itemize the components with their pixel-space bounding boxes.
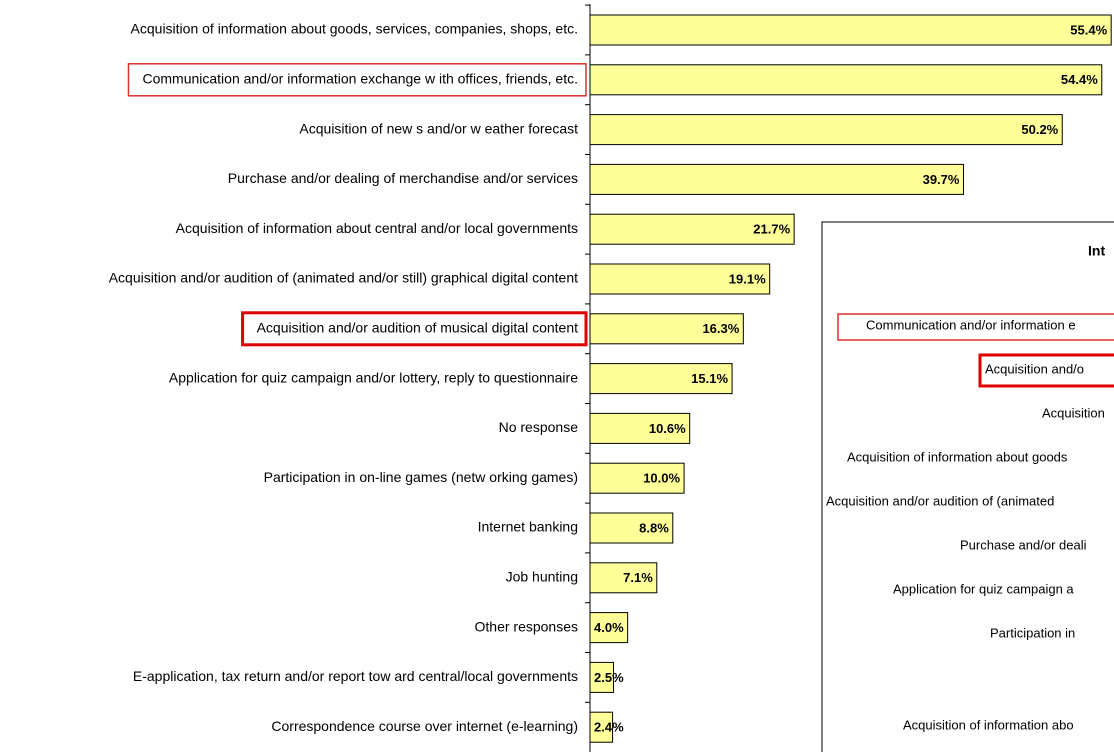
y-tick-label: Acquisition and/or audition of (animated… bbox=[109, 270, 578, 286]
bar bbox=[589, 64, 1103, 96]
y-tick-label: Acquisition of information about goods, … bbox=[131, 21, 578, 37]
highlight-box bbox=[978, 353, 1114, 388]
y-tick-label: E-application, tax return and/or report … bbox=[133, 668, 578, 684]
data-label: 4.0% bbox=[594, 620, 624, 635]
data-label: 39.7% bbox=[923, 172, 960, 187]
y-tick-label: No response bbox=[499, 419, 579, 435]
bar bbox=[589, 462, 685, 494]
inset-label: Purchase and/or deali bbox=[960, 537, 1087, 552]
data-label: 50.2% bbox=[1021, 122, 1058, 137]
y-tick-label: Purchase and/or dealing of merchandise a… bbox=[228, 170, 578, 186]
data-label: 15.1% bbox=[691, 371, 728, 386]
inset-label: Acquisition of information about goods bbox=[847, 449, 1068, 464]
data-label: 8.8% bbox=[639, 520, 669, 535]
y-tick-label: Acquisition of new s and/or w eather for… bbox=[299, 120, 578, 136]
bar bbox=[589, 612, 629, 644]
data-label: 10.0% bbox=[643, 471, 680, 486]
y-tick-label: Acquisition and/or audition of musical d… bbox=[257, 320, 579, 336]
bar bbox=[589, 213, 795, 245]
y-tick-label: Application for quiz campaign and/or lot… bbox=[169, 369, 578, 385]
inset-label: Participation in bbox=[990, 625, 1075, 640]
data-label: 2.5% bbox=[594, 670, 624, 685]
bar bbox=[589, 711, 614, 743]
data-label: 10.6% bbox=[649, 421, 686, 436]
bar bbox=[589, 512, 674, 544]
y-tick-label: Other responses bbox=[475, 618, 579, 634]
inset-title: Int bbox=[1088, 243, 1105, 259]
data-label: 7.1% bbox=[623, 570, 653, 585]
data-label: 2.4% bbox=[594, 720, 624, 735]
bar bbox=[589, 313, 744, 345]
bar bbox=[589, 363, 733, 395]
data-label: 19.1% bbox=[729, 271, 766, 286]
y-tick-label: Internet banking bbox=[478, 519, 578, 535]
bar bbox=[589, 163, 964, 195]
highlight-box bbox=[127, 63, 587, 97]
inset-label: Acquisition and/o bbox=[985, 361, 1084, 376]
y-tick-label: Job hunting bbox=[506, 569, 578, 585]
bar bbox=[589, 562, 658, 594]
y-tick-label: Communication and/or information exchang… bbox=[142, 71, 578, 87]
bar bbox=[589, 412, 691, 444]
bar bbox=[589, 661, 615, 693]
data-label: 16.3% bbox=[702, 321, 739, 336]
y-tick-label: Correspondence course over internet (e-l… bbox=[271, 718, 578, 734]
inset-label: Acquisition bbox=[1042, 405, 1105, 420]
data-label: 55.4% bbox=[1070, 22, 1107, 37]
inset-panel bbox=[821, 221, 1114, 752]
data-label: 21.7% bbox=[753, 222, 790, 237]
data-label: 54.4% bbox=[1061, 72, 1098, 87]
inset-label: Acquisition and/or audition of (animated bbox=[826, 493, 1054, 508]
inset-label: Communication and/or information e bbox=[866, 317, 1076, 332]
highlight-box bbox=[837, 313, 1114, 341]
inset-label: Application for quiz campaign a bbox=[893, 581, 1074, 596]
y-tick-label: Participation in on-line games (netw ork… bbox=[264, 469, 578, 485]
inset-label: Acquisition of information abo bbox=[903, 717, 1074, 732]
bar bbox=[589, 114, 1063, 146]
bar bbox=[589, 14, 1112, 46]
y-tick-label: Acquisition of information about central… bbox=[176, 220, 578, 236]
highlight-box bbox=[241, 311, 588, 347]
bar bbox=[589, 263, 771, 295]
